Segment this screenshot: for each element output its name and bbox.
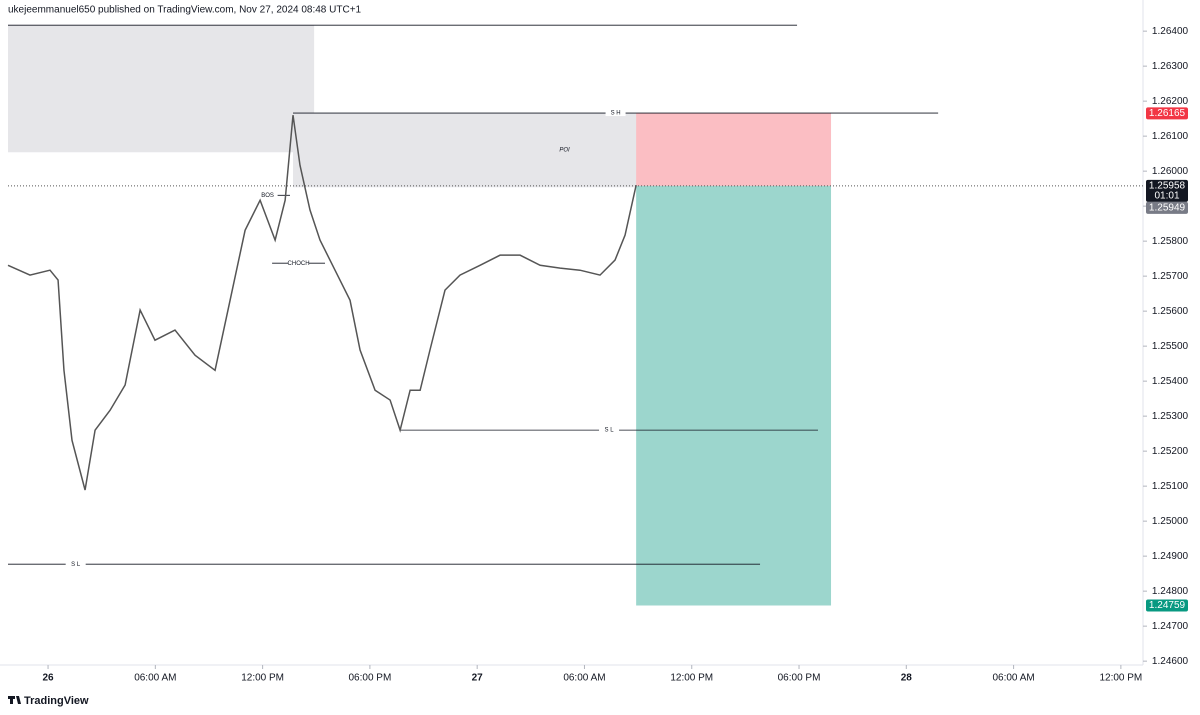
x-tick-label: 06:00 AM [992, 673, 1034, 684]
y-tick-label: 1.24900 [1152, 551, 1189, 562]
x-tick-label: 26 [42, 673, 54, 684]
y-tick-label: 1.25400 [1152, 376, 1189, 387]
price-label-bg [1146, 201, 1188, 214]
price-label: 1.25949 [1149, 202, 1186, 213]
brand: TradingView [24, 695, 89, 707]
x-tick-label: 27 [472, 673, 484, 684]
label-bg [288, 260, 309, 267]
x-tick-label: 28 [901, 673, 913, 684]
price-label-bg [1146, 599, 1188, 612]
y-tick-label: 1.25100 [1152, 481, 1189, 492]
price-label: 1.24759 [1149, 600, 1186, 611]
label-bg [605, 110, 626, 117]
zone-label: POI [559, 148, 570, 154]
level-label: S H [611, 111, 621, 117]
y-tick-label: 1.26400 [1152, 26, 1189, 37]
y-tick-label: 1.25800 [1152, 236, 1189, 247]
price-label: 1.26165 [1149, 108, 1186, 119]
price-label-bg [1146, 107, 1188, 120]
x-tick-label: 12:00 PM [1099, 673, 1142, 684]
y-tick-label: 1.25000 [1152, 516, 1189, 527]
x-tick-label: 12:00 PM [241, 673, 284, 684]
x-tick-label: 06:00 AM [134, 673, 176, 684]
y-tick-label: 1.25500 [1152, 341, 1189, 352]
label-bg [65, 561, 86, 568]
zone [8, 25, 315, 153]
y-tick-label: 1.25200 [1152, 446, 1189, 457]
y-tick-label: 1.26100 [1152, 131, 1189, 142]
level-label: CHOCH [288, 261, 310, 267]
price-label: 1.25958 [1149, 180, 1186, 191]
x-tick-label: 06:00 AM [563, 673, 605, 684]
x-tick-label: 06:00 PM [778, 673, 821, 684]
zone [293, 113, 637, 188]
label-bg [257, 192, 278, 199]
x-tick-label: 12:00 PM [670, 673, 713, 684]
y-tick-label: 1.24800 [1152, 586, 1189, 597]
y-tick-label: 1.26300 [1152, 61, 1189, 72]
chart-title: ukejeemmanuel650 published on TradingVie… [8, 5, 362, 16]
stop-zone [636, 113, 832, 186]
level-label: S L [71, 562, 81, 568]
level-label: S L [605, 428, 615, 434]
price-label-bg [1146, 179, 1188, 202]
x-tick-label: 06:00 PM [348, 673, 391, 684]
level-label: BOS [261, 193, 274, 199]
price-path [7, 115, 637, 491]
y-tick-label: 1.24700 [1152, 621, 1189, 632]
y-tick-label: 1.26000 [1152, 166, 1189, 177]
y-tick-label: 1.25700 [1152, 271, 1189, 282]
y-tick-label: 1.24600 [1152, 656, 1189, 667]
target-zone [636, 185, 832, 606]
label-bg [599, 427, 620, 434]
y-tick-label: 1.25300 [1152, 411, 1189, 422]
countdown: 01:01 [1154, 190, 1179, 201]
y-tick-label: 1.25600 [1152, 306, 1189, 317]
y-tick-label: 1.26200 [1152, 96, 1189, 107]
brand-logo [8, 696, 21, 704]
